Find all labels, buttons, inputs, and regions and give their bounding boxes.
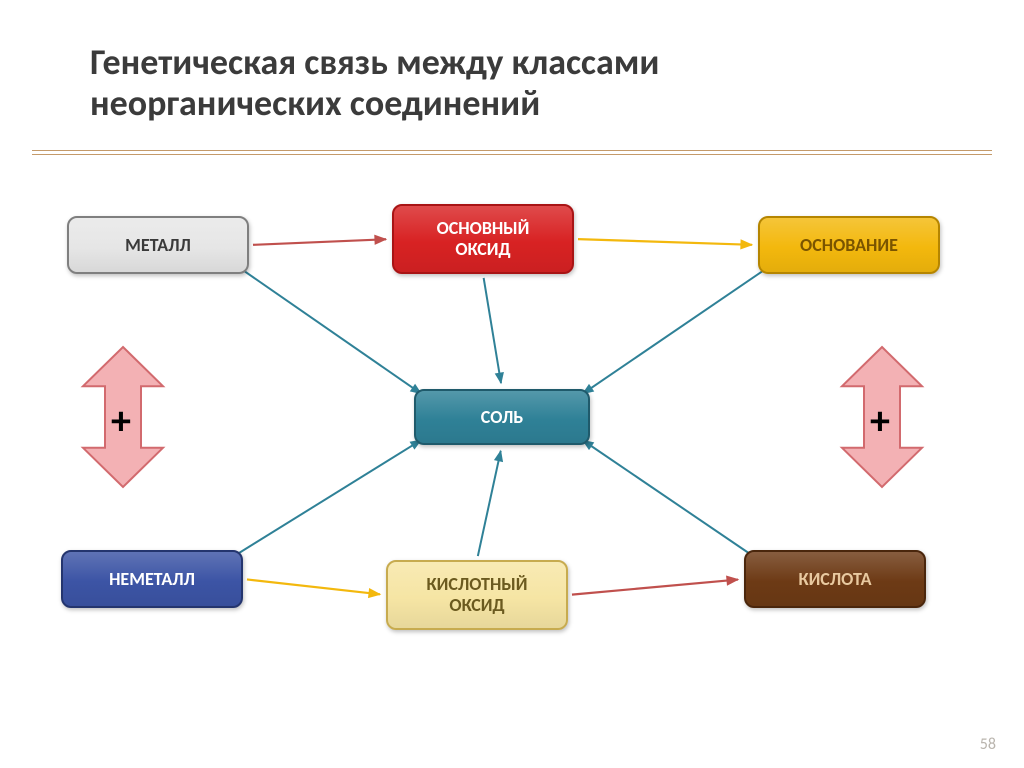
node-salt-label: СОЛЬ	[481, 407, 524, 428]
node-basic-oxide: ОСНОВНЫЙ ОКСИД	[392, 204, 574, 274]
node-metal: МЕТАЛЛ	[67, 216, 249, 274]
slide: Генетическая связь между классами неорга…	[0, 0, 1024, 768]
node-nonmetal: НЕМЕТАЛЛ	[61, 550, 243, 608]
node-metal-label: МЕТАЛЛ	[125, 235, 191, 256]
plus-right: +	[870, 396, 890, 445]
page-number: 58	[980, 735, 996, 754]
plus-left: +	[111, 396, 131, 445]
node-acidic-oxide-label: КИСЛОТНЫЙ ОКСИД	[427, 574, 528, 615]
node-base: ОСНОВАНИЕ	[758, 216, 940, 274]
node-basic-oxide-label: ОСНОВНЫЙ ОКСИД	[437, 218, 530, 259]
node-acid: КИСЛОТА	[744, 550, 926, 608]
slide-title: Генетическая связь между классами неорга…	[90, 42, 920, 125]
title-underline-2	[32, 154, 992, 155]
node-salt: СОЛЬ	[414, 389, 590, 445]
node-nonmetal-label: НЕМЕТАЛЛ	[109, 569, 195, 590]
node-base-label: ОСНОВАНИЕ	[800, 235, 898, 256]
node-acidic-oxide: КИСЛОТНЫЙ ОКСИД	[386, 560, 568, 630]
node-acid-label: КИСЛОТА	[798, 569, 871, 590]
title-underline-1	[32, 150, 992, 151]
